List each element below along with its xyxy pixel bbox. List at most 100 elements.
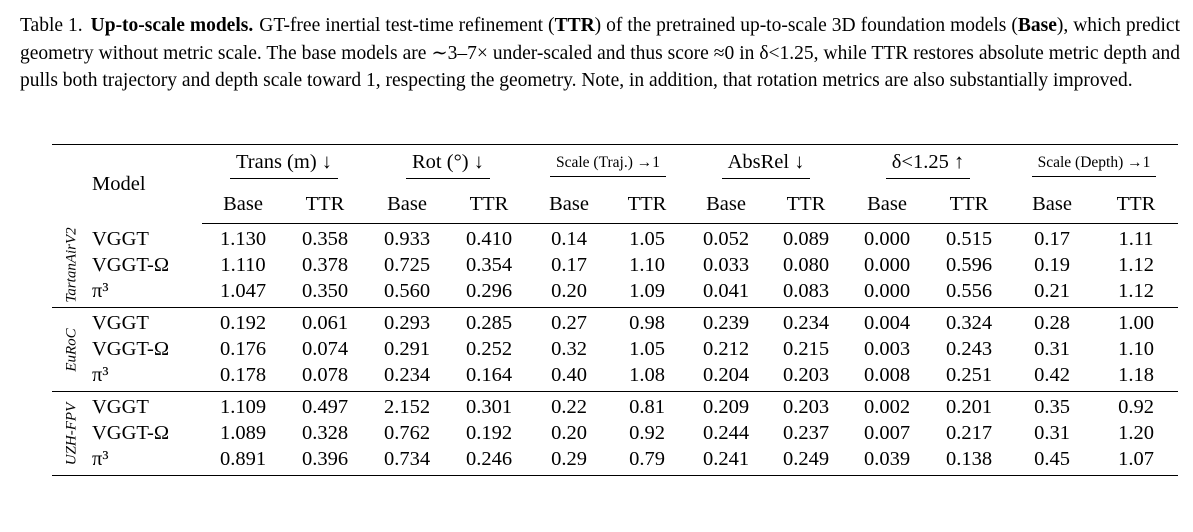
metric-group-header: Trans (m) ↓ [202, 145, 366, 186]
value-cell: 1.089 [219, 422, 267, 444]
dataset-block: TartanAirV2 VGGT 1.130 0.358 0.933 0.410 0.14 1… [52, 224, 1178, 308]
dataset-label-cell: EuRoC [52, 307, 92, 392]
value-cell: 0.003 [863, 338, 911, 360]
value-cell: 0.891 [219, 447, 267, 470]
table-row: UZH-FPV VGGT 1.109 0.497 2.152 0.301 0.22 0.81 0… [52, 391, 1178, 476]
value-cell: 0.246 [465, 447, 513, 470]
table-row: π³ 0.178 0.078 0.234 0.164 0.40 1.08 0.204 0.203… [52, 364, 1178, 392]
value-cell: 0.008 [863, 363, 911, 386]
value-cell: 0.217 [945, 422, 993, 444]
caption-fragment: ), which predict geometry without metric… [20, 15, 1180, 91]
value-cell: 0.734 [383, 447, 431, 470]
value-cell: 0.560 [383, 279, 431, 302]
value-cell: 1.12 [1118, 254, 1154, 276]
value-cell: 0.251 [945, 363, 993, 386]
value-cell: 1.10 [1118, 338, 1154, 360]
table-header: Model Trans (m) ↓ Rot (°) ↓ Scale (Traj.) →… [52, 145, 1178, 224]
value-cell: 0.45 [1034, 447, 1070, 470]
value-cell: 0.98 [608, 307, 686, 336]
value-cell: 1.12 [1118, 279, 1154, 302]
value-cell: 0.396 [301, 447, 349, 470]
caption-body: GT-free inertial test-time refinement (T… [20, 15, 1180, 91]
value-cell: 0.22 [530, 391, 608, 420]
value-cell: 0.350 [301, 279, 349, 302]
value-cell: 0.201 [928, 391, 1010, 420]
value-cell: 0.79 [629, 447, 665, 470]
value-cell: 0.239 [686, 307, 766, 336]
table-row: EuRoC VGGT 0.192 0.061 0.293 0.285 0.27 0.98 0.2… [52, 307, 1178, 392]
table-row: TartanAirV2 VGGT 1.130 0.358 0.933 0.410 0.14 1… [52, 224, 1178, 303]
metric-group-header: Scale (Traj.) →1 [530, 145, 686, 186]
metric-group-label: Scale (Depth) →1 [1031, 154, 1157, 177]
value-cell: 0.14 [551, 228, 587, 251]
value-cell: 1.130 [219, 228, 267, 251]
value-cell: 1.05 [629, 338, 665, 360]
value-cell: 0.234 [766, 307, 846, 336]
value-cell: 0.31 [1034, 422, 1070, 444]
model-name: π³ [92, 447, 109, 470]
model-column-header: Model [92, 172, 146, 195]
value-cell: 0.080 [782, 254, 830, 276]
value-cell: 0.074 [301, 338, 349, 360]
value-cell: 0.762 [383, 422, 431, 444]
subcolumn-header-base: Base [846, 185, 928, 224]
value-cell: 1.05 [629, 228, 665, 251]
value-cell: 0.000 [863, 279, 911, 302]
value-cell: 1.110 [220, 254, 266, 276]
value-cell: 0.596 [945, 254, 993, 276]
value-cell: 0.007 [863, 422, 911, 444]
model-name: π³ [92, 279, 109, 302]
value-cell: 0.81 [608, 391, 686, 420]
value-cell: 0.27 [530, 307, 608, 336]
value-cell: 0.203 [766, 391, 846, 420]
value-cell: 0.244 [702, 422, 750, 444]
caption-label: Table 1. [20, 15, 83, 36]
table-row: VGGT-Ω 1.110 0.378 0.725 0.354 0.17 1.10 0.033 0… [52, 252, 1178, 280]
metric-group-header: AbsRel ↓ [686, 145, 846, 186]
value-cell: 1.047 [219, 279, 267, 302]
value-cell: 0.178 [219, 363, 267, 386]
subcolumn-header-ttr: TTR [928, 185, 1010, 224]
caption-fragment: TTR [554, 15, 595, 36]
subcolumn-header-ttr: TTR [1094, 185, 1178, 224]
value-cell: 0.17 [551, 254, 587, 276]
value-cell: 0.249 [782, 447, 830, 470]
value-cell: 0.192 [465, 422, 513, 444]
value-cell: 1.11 [1118, 228, 1154, 251]
metric-group-label: δ<1.25 ↑ [885, 151, 971, 179]
value-cell: 0.17 [1034, 228, 1070, 251]
value-cell: 0.556 [945, 279, 993, 302]
table-caption: Table 1. Up-to-scale models. GT-free inert… [20, 12, 1180, 95]
value-cell: 0.725 [383, 254, 431, 276]
value-cell: 0.039 [863, 447, 911, 470]
dataset-name: UZH-FPV [63, 402, 80, 465]
value-cell: 0.29 [551, 447, 587, 470]
value-cell: 0.138 [945, 447, 993, 470]
caption-fragment: Base [1017, 15, 1057, 36]
value-cell: 0.237 [782, 422, 830, 444]
value-cell: 1.20 [1118, 422, 1154, 444]
value-cell: 0.176 [219, 338, 267, 360]
model-name: VGGT [92, 307, 202, 336]
value-cell: 0.285 [448, 307, 530, 336]
value-cell: 0.933 [383, 228, 431, 251]
subcolumn-header-ttr: TTR [448, 185, 530, 224]
metric-group-label: Scale (Traj.) →1 [549, 154, 667, 177]
subcolumn-header-base: Base [1010, 185, 1094, 224]
model-name: VGGT-Ω [92, 254, 170, 276]
value-cell: 0.041 [702, 279, 750, 302]
caption-fragment: ) of the pretrained up-to-scale 3D found… [594, 15, 1018, 36]
model-name: VGGT-Ω [92, 422, 170, 444]
value-cell: 1.07 [1118, 447, 1154, 470]
value-cell: 0.000 [863, 254, 911, 276]
value-cell: 0.241 [702, 447, 750, 470]
value-cell: 0.20 [551, 279, 587, 302]
metric-group-label: Rot (°) ↓ [406, 151, 490, 179]
dataset-header-spacer [52, 145, 92, 224]
value-cell: 0.35 [1010, 391, 1094, 420]
subcolumn-header-ttr: TTR [766, 185, 846, 224]
value-cell: 0.92 [1094, 391, 1178, 420]
value-cell: 1.109 [202, 391, 284, 420]
value-cell: 0.061 [284, 307, 366, 336]
value-cell: 0.32 [551, 338, 587, 360]
